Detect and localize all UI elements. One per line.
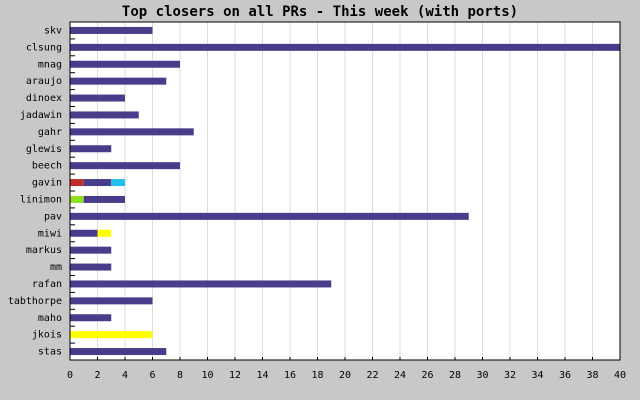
bar-segment [70,26,153,34]
bar-segment [70,314,112,322]
x-tick-label: 32 [504,370,516,381]
bar-segment [70,111,139,119]
y-tick-label: gavin [32,178,62,189]
bar-segment [70,43,620,51]
bar-segment [97,229,112,237]
bar-segment [70,331,153,339]
y-tick-label: stas [38,347,62,358]
y-tick-label: maho [38,313,62,324]
x-tick-label: 34 [531,370,543,381]
y-tick-label: gahr [38,127,62,138]
bar-segment [70,212,469,220]
x-tick-label: 8 [177,370,183,381]
y-tick-label: mm [50,262,62,273]
y-tick-label: miwi [38,228,62,239]
y-tick-label: pav [44,211,62,222]
bar-segment [70,348,167,356]
y-tick-label: tabthorpe [8,296,62,307]
y-tick-label: rafan [32,279,62,290]
bar-segment [70,246,112,254]
bar-segment [111,179,125,187]
bar-segment [70,77,167,85]
bar-segment [70,128,194,136]
x-tick-label: 38 [586,370,598,381]
bar-segment [70,94,125,102]
bar-segment [70,179,84,187]
bar-segment [70,145,112,153]
y-tick-label: linimon [20,194,62,205]
y-tick-label: beech [32,161,62,172]
y-tick-label: markus [26,245,62,256]
bar-segment [70,263,112,271]
x-tick-label: 12 [229,370,241,381]
bar-segment [70,162,180,170]
y-tick-label: jkois [32,330,62,341]
bar-segment [70,297,153,305]
bar-segment [70,195,84,203]
bar-segment [83,195,125,203]
x-tick-label: 20 [339,370,351,381]
bar-segment [70,229,98,237]
x-tick-label: 16 [284,370,296,381]
x-tick-label: 28 [449,370,461,381]
y-tick-label: jadawin [20,110,62,121]
y-tick-label: mnag [38,59,62,70]
x-tick-label: 26 [421,370,433,381]
x-tick-label: 0 [67,370,73,381]
x-tick-label: 2 [94,370,100,381]
y-tick-label: clsung [26,42,62,53]
x-tick-label: 40 [614,370,626,381]
bar-segment [83,179,112,187]
y-tick-label: dinoex [26,93,62,104]
x-tick-label: 30 [476,370,488,381]
x-tick-label: 14 [256,370,268,381]
x-tick-label: 24 [394,370,406,381]
x-tick-label: 6 [149,370,155,381]
y-tick-label: glewis [26,144,62,155]
bar-segment [70,60,180,68]
chart-title: Top closers on all PRs - This week (with… [122,4,518,20]
x-tick-label: 36 [559,370,571,381]
y-tick-label: skv [44,25,62,36]
bar-segment [70,280,332,288]
x-tick-label: 4 [122,370,128,381]
plot-frame [69,21,621,361]
x-tick-label: 22 [366,370,378,381]
x-tick-label: 18 [311,370,323,381]
y-tick-label: araujo [26,76,62,87]
x-tick-label: 10 [201,370,213,381]
